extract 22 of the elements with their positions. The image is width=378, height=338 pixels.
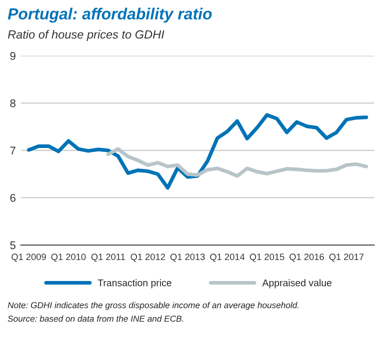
y-tick-label: 6 [10,194,16,202]
chart-subtitle: Ratio of house prices to GDHI [8,30,164,41]
y-tick-label: 5 [10,241,16,250]
x-tick-label: Q1 2013 [170,254,205,262]
legend-label: Appraised value [262,279,332,288]
x-tick-label: Q1 2015 [250,254,284,262]
y-tick-label: 8 [10,99,16,108]
source-note: Source: based on data from the INE and ECB. [8,315,184,322]
x-tick-label: Q1 2011 [91,254,125,262]
x-tick-label: Q1 2010 [51,254,86,262]
line-series [106,147,368,178]
x-tick-label: Q1 2014 [210,254,245,262]
line-series [26,113,368,190]
x-tick-label: Q1 2016 [290,254,324,262]
x-tick-label: Q1 2012 [130,254,165,262]
y-tick-label: 9 [10,52,16,60]
y-tick-label: 7 [10,146,16,154]
chart-title: Portugal: affordability ratio [8,8,212,23]
x-tick-label: Q1 2009 [12,254,46,262]
text: Note: GDHI indicates the gross disposable income of an average household. [8,302,298,310]
x-tick-label: Q1 2017 [329,254,364,262]
legend-label: Transaction price [98,279,172,288]
